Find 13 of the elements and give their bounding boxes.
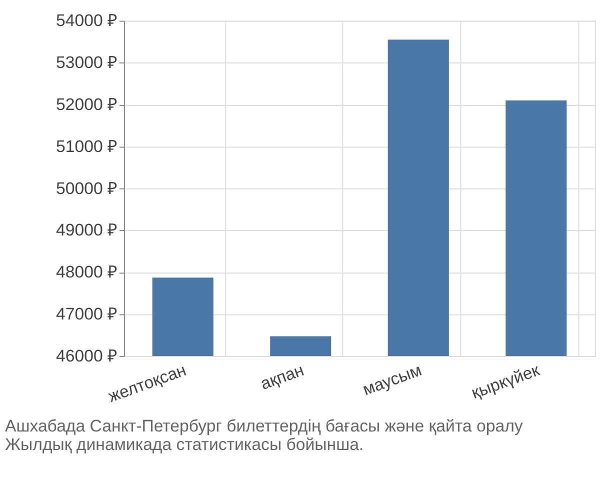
y-tick-label: 49000 ₽	[56, 220, 118, 240]
y-tick-label: 50000 ₽	[56, 178, 118, 198]
y-tick-label: 53000 ₽	[56, 53, 118, 72]
y-tick-label: 48000 ₽	[56, 262, 118, 282]
y-tick-label: 51000 ₽	[56, 136, 118, 156]
y-tick-label: 47000 ₽	[56, 304, 118, 324]
y-tick-label: 54000 ₽	[56, 11, 118, 30]
x-tick-label: маусым	[360, 360, 424, 400]
y-tick-label: 46000 ₽	[56, 346, 118, 366]
text: Жылдық динамикада статистикасы бойынша.	[4, 435, 364, 454]
x-tick-label: ақпан	[258, 360, 306, 394]
text: Ашхабада Санкт-Петербург билеттердің бағасы және қайта оралу	[4, 416, 524, 436]
y-tick-label: 52000 ₽	[56, 95, 118, 114]
